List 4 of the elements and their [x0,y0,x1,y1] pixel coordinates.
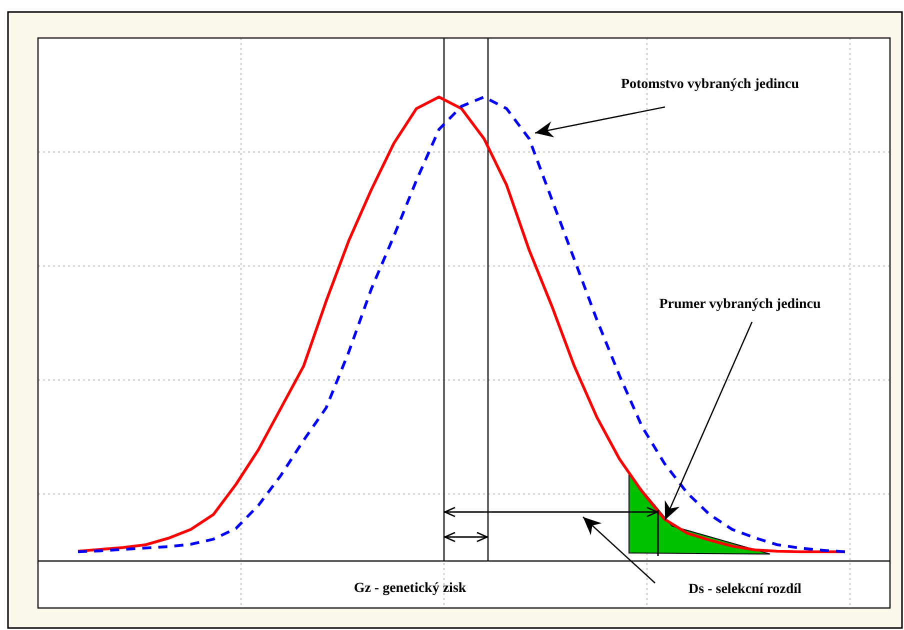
x-axis-title: Gz - genetický zisk [354,581,466,596]
text: Ds - selekcní rozdíl [688,582,802,598]
annotation: Prumer vybraných jedincu [659,297,821,312]
text: Potomstvo vybraných jedincu [620,77,800,92]
